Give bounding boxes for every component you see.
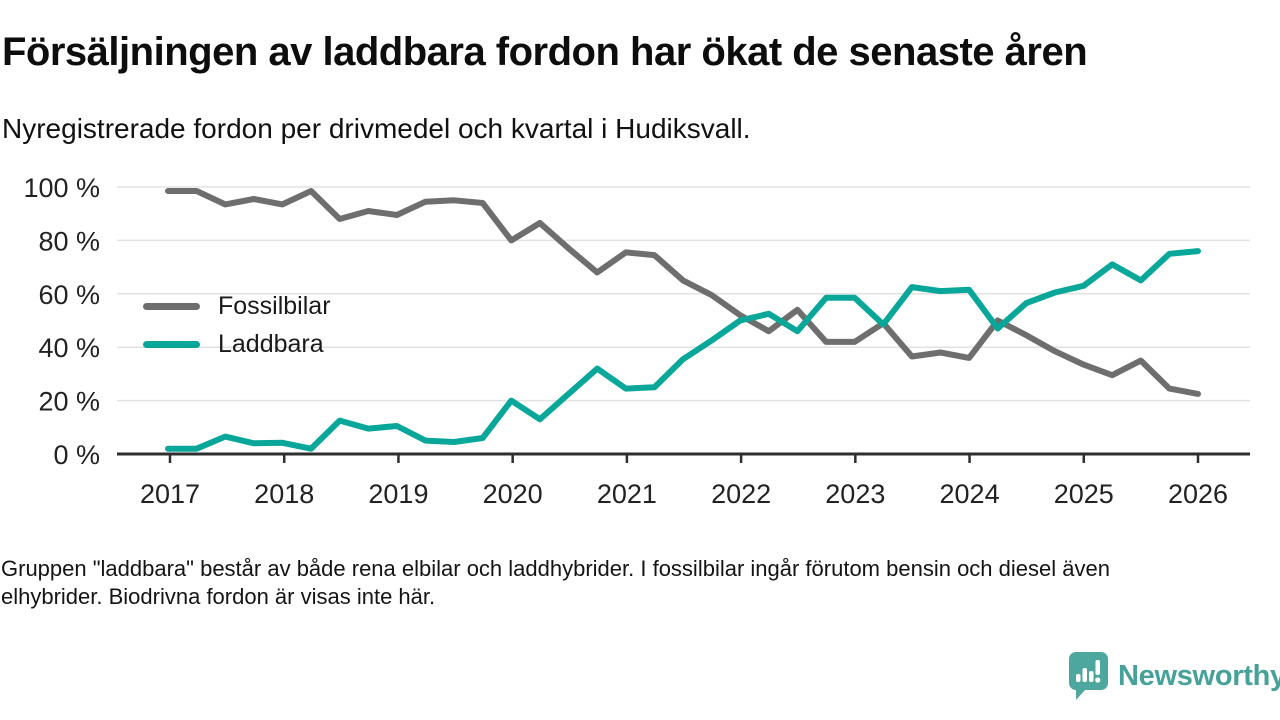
- newsworthy-logo: Newsworthy: [1068, 650, 1280, 702]
- page-title: Försäljningen av laddbara fordon har öka…: [2, 30, 1088, 74]
- series-lines: [165, 188, 1201, 452]
- chart-subtitle: Nyregistrerade fordon per drivmedel och …: [2, 113, 751, 144]
- legend-item-fossilbilar: Fossilbilar: [143, 287, 331, 325]
- newsworthy-logo-text: Newsworthy: [1118, 659, 1280, 692]
- x-tick-label: 2021: [597, 479, 657, 509]
- y-tick-label: 100 %: [23, 173, 100, 203]
- x-tick-label: 2022: [711, 479, 771, 509]
- legend-swatch-fossilbilar: [143, 302, 200, 310]
- x-tick-label: 2026: [1168, 479, 1228, 509]
- legend-swatch-laddbara: [143, 340, 200, 348]
- legend-label-laddbara: Laddbara: [218, 329, 324, 358]
- x-tick-label: 2024: [940, 479, 1000, 509]
- y-tick-label: 60 %: [38, 280, 100, 310]
- series-line-laddbara: [165, 248, 1201, 452]
- series-line-fossilbilar: [165, 188, 1201, 397]
- y-tick-label: 20 %: [38, 387, 100, 417]
- newsworthy-logo-icon: [1069, 652, 1108, 700]
- chart-legend: Fossilbilar Laddbara: [143, 287, 331, 363]
- y-tick-label: 0 %: [53, 440, 100, 470]
- x-tick-label: 2025: [1054, 479, 1114, 509]
- y-tick-label: 80 %: [38, 226, 100, 256]
- x-tick-label: 2019: [368, 479, 428, 509]
- x-tick-label: 2017: [140, 479, 200, 509]
- x-tick-label: 2023: [825, 479, 885, 509]
- axis-labels: 100 % 80 % 60 % 40 % 20 % 0 % 2017 2018 2019 2020…: [23, 173, 1228, 509]
- legend-item-laddbara: Laddbara: [143, 325, 331, 363]
- footnote: Gruppen "laddbara" består av både rena e…: [1, 556, 1110, 609]
- x-tick-label: 2020: [483, 479, 543, 509]
- line-chart: 100 % 80 % 60 % 40 % 20 % 0 % 2017 2018 2019 2020…: [23, 173, 1250, 509]
- legend-label-fossilbilar: Fossilbilar: [218, 291, 331, 320]
- x-tick-label: 2018: [254, 479, 314, 509]
- x-axis: [117, 452, 1250, 463]
- logo-bars: [1076, 660, 1101, 683]
- y-tick-label: 40 %: [38, 333, 100, 363]
